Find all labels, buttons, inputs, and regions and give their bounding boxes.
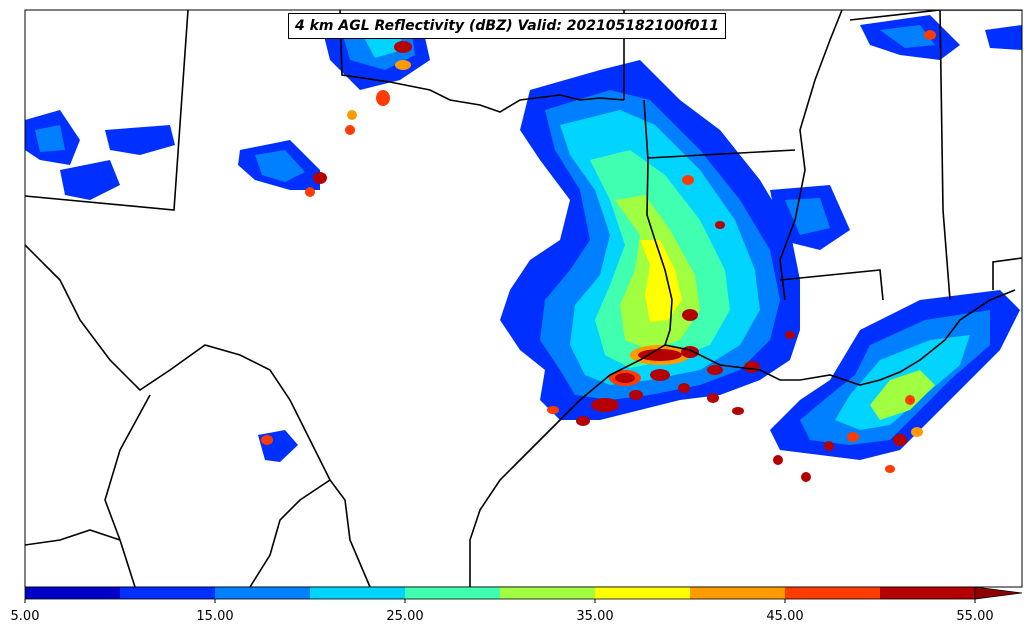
political-boundaries <box>25 10 1022 587</box>
map-title: 4 km AGL Reflectivity (dBZ) Valid: 20210… <box>288 13 727 39</box>
colorbar-segment <box>310 587 406 599</box>
colorbar-segment <box>500 587 596 599</box>
colorbar-segment <box>405 587 501 599</box>
colorbar-segment <box>120 587 216 599</box>
colorbar-tick-label: 45.00 <box>766 609 804 624</box>
colorbar-segment <box>690 587 786 599</box>
colorbar-segment <box>880 587 976 599</box>
colorbar-segment <box>595 587 691 599</box>
colorbar-tick-label: 15.00 <box>196 609 234 624</box>
colorbar-tick-label: 55.00 <box>956 609 994 624</box>
colorbar-segment <box>785 587 881 599</box>
colorbar-segment <box>25 587 121 599</box>
colorbar-outline <box>24 586 976 600</box>
colorbar-tick-label: 5.00 <box>10 609 40 624</box>
colorbar <box>24 586 1023 603</box>
colorbar-tick-label: 25.00 <box>386 609 424 624</box>
reflectivity-echoes <box>25 15 1022 482</box>
colorbar-extend-arrow <box>974 586 1023 600</box>
colorbar-tick-label: 35.00 <box>576 609 614 624</box>
colorbar-segment <box>215 587 311 599</box>
